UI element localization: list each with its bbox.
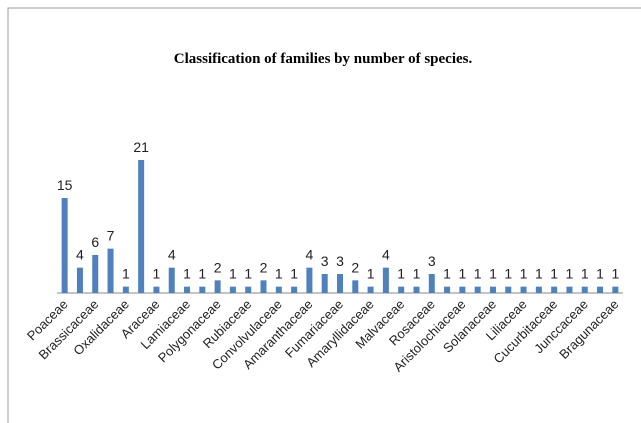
data-label: 1 [520, 266, 528, 282]
data-label: 4 [76, 247, 84, 263]
bar [214, 280, 221, 293]
data-label: 1 [550, 266, 558, 282]
data-label: 2 [260, 259, 268, 275]
data-label: 1 [198, 266, 206, 282]
data-label: 1 [122, 266, 130, 282]
bar [474, 286, 481, 293]
bar [520, 286, 527, 293]
data-label: 1 [413, 266, 421, 282]
bar [551, 286, 558, 293]
bar [245, 286, 252, 293]
bar [199, 286, 206, 293]
data-label: 2 [351, 259, 359, 275]
bar [535, 286, 542, 293]
bar [76, 267, 83, 293]
bar [444, 286, 451, 293]
data-label: 1 [474, 266, 482, 282]
bar [459, 286, 466, 293]
bar [275, 286, 282, 293]
chart-frame [7, 7, 641, 423]
bar [413, 286, 420, 293]
data-label: 1 [458, 266, 466, 282]
bar [168, 267, 175, 293]
data-label: 1 [504, 266, 512, 282]
bar [107, 248, 114, 293]
data-label: 1 [290, 266, 298, 282]
data-label: 1 [244, 266, 252, 282]
data-label: 3 [336, 253, 344, 269]
chart-title: Classification of families by number of … [174, 51, 473, 67]
bar [489, 286, 496, 293]
data-label: 1 [596, 266, 604, 282]
data-label: 4 [382, 247, 390, 263]
data-label: 1 [535, 266, 543, 282]
data-label: 1 [275, 266, 283, 282]
data-label: 1 [183, 266, 191, 282]
data-label: 1 [367, 266, 375, 282]
data-label: 6 [91, 234, 99, 250]
data-label: 1 [443, 266, 451, 282]
data-label: 7 [107, 228, 115, 244]
bar [229, 286, 236, 293]
data-label: 1 [566, 266, 574, 282]
bar [321, 274, 328, 293]
bar [337, 274, 343, 293]
data-label: 1 [153, 266, 161, 282]
bar [92, 255, 99, 293]
bar [260, 280, 267, 293]
data-label: 1 [581, 266, 589, 282]
bar [581, 286, 588, 293]
data-label: 21 [133, 139, 149, 155]
bar [291, 286, 298, 293]
bar [61, 198, 68, 293]
bar [428, 274, 435, 293]
bar [398, 286, 405, 293]
bar [184, 286, 191, 293]
data-label: 3 [321, 253, 329, 269]
bar [153, 286, 160, 293]
data-label: 1 [611, 266, 619, 282]
data-label: 1 [489, 266, 497, 282]
bar [597, 286, 604, 293]
bar [367, 286, 374, 293]
bar [505, 286, 512, 293]
bar [566, 286, 573, 293]
bar [382, 267, 389, 293]
data-label: 1 [397, 266, 405, 282]
data-label: 15 [57, 177, 73, 193]
bar [138, 160, 145, 293]
data-label: 1 [229, 266, 237, 282]
data-label: 3 [428, 253, 436, 269]
data-label: 4 [306, 247, 314, 263]
bar [306, 267, 313, 293]
bar [612, 286, 619, 293]
bar [122, 286, 129, 293]
data-label: 4 [168, 247, 176, 263]
data-label: 2 [214, 259, 222, 275]
bar [352, 280, 359, 293]
